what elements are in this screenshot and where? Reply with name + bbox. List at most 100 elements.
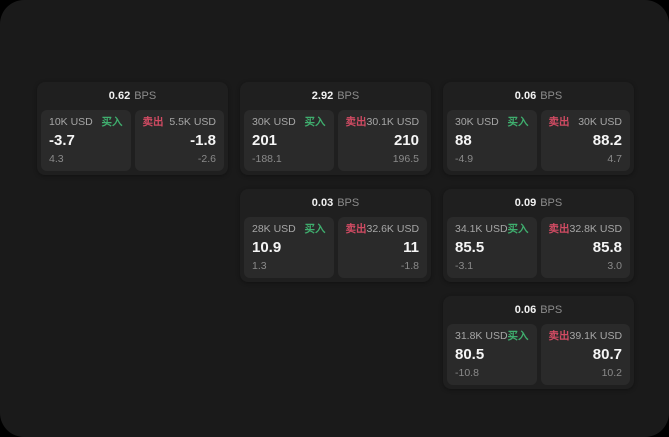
buy-quote-cell[interactable]: 30K USD 买入 88 -4.9 <box>447 110 537 171</box>
bps-unit-label: BPS <box>337 89 360 102</box>
sell-amount: 30K USD <box>578 116 622 128</box>
buy-amount: 31.8K USD <box>455 330 508 342</box>
card-header: 0.06 BPS <box>443 296 634 324</box>
sell-amount: 32.8K USD <box>569 223 623 235</box>
buy-quote-cell[interactable]: 10K USD 买入 -3.7 4.3 <box>41 110 131 171</box>
quote-card: 0.06 BPS 30K USD 买入 88 -4.9 卖出 30K USD 8… <box>443 82 634 175</box>
sell-quote-cell[interactable]: 卖出 39.1K USD 80.7 10.2 <box>540 324 630 385</box>
quote-cells: 30K USD 买入 88 -4.9 卖出 30K USD 88.2 4.7 <box>443 110 634 171</box>
sell-price: 85.8 <box>592 239 622 256</box>
sell-label: 卖出 <box>142 116 164 128</box>
buy-label: 买入 <box>507 116 529 128</box>
buy-quote-cell[interactable]: 34.1K USD 买入 85.5 -3.1 <box>447 217 537 278</box>
quote-cells: 34.1K USD 买入 85.5 -3.1 卖出 32.8K USD 85.8… <box>443 217 634 278</box>
sell-label: 卖出 <box>345 116 367 128</box>
buy-cell-top: 34.1K USD 买入 <box>455 224 529 235</box>
card-header: 2.92 BPS <box>240 82 431 110</box>
card-header: 0.06 BPS <box>443 82 634 110</box>
quote-card: 0.06 BPS 31.8K USD 买入 80.5 -10.8 卖出 39.1… <box>443 296 634 389</box>
bps-unit-label: BPS <box>540 196 563 209</box>
bps-value: 0.09 <box>514 196 537 209</box>
buy-sub-value: -188.1 <box>252 152 282 165</box>
buy-label: 买入 <box>507 330 529 342</box>
quote-card: 0.62 BPS 10K USD 买入 -3.7 4.3 卖出 5.5K USD… <box>37 82 228 175</box>
sell-price: -1.8 <box>190 132 216 149</box>
bps-value: 0.62 <box>108 89 131 102</box>
sell-price: 11 <box>403 239 419 256</box>
card-header: 0.03 BPS <box>240 189 431 217</box>
quote-card: 2.92 BPS 30K USD 买入 201 -188.1 卖出 30.1K … <box>240 82 431 175</box>
sell-quote-cell[interactable]: 卖出 5.5K USD -1.8 -2.6 <box>134 110 224 171</box>
card-header: 0.62 BPS <box>37 82 228 110</box>
sell-amount: 5.5K USD <box>169 116 216 128</box>
bps-unit-label: BPS <box>540 89 563 102</box>
buy-label: 买入 <box>101 116 123 128</box>
sell-cell-top: 卖出 30K USD <box>549 117 623 128</box>
buy-cell-top: 30K USD 买入 <box>252 117 326 128</box>
bps-value: 2.92 <box>311 89 334 102</box>
sell-label: 卖出 <box>345 223 367 235</box>
sell-label: 卖出 <box>548 223 570 235</box>
buy-quote-cell[interactable]: 31.8K USD 买入 80.5 -10.8 <box>447 324 537 385</box>
sell-sub-value: 3.0 <box>607 259 622 272</box>
buy-label: 买入 <box>507 223 529 235</box>
buy-amount: 34.1K USD <box>455 223 508 235</box>
sell-sub-value: 196.5 <box>392 152 419 165</box>
buy-quote-cell[interactable]: 30K USD 买入 201 -188.1 <box>244 110 334 171</box>
buy-price: 201 <box>252 132 278 149</box>
bps-unit-label: BPS <box>540 303 563 316</box>
buy-price: 88 <box>455 132 472 149</box>
quote-cells: 30K USD 买入 201 -188.1 卖出 30.1K USD 210 1… <box>240 110 431 171</box>
sell-quote-cell[interactable]: 卖出 32.8K USD 85.8 3.0 <box>540 217 630 278</box>
card-header: 0.09 BPS <box>443 189 634 217</box>
buy-cell-top: 30K USD 买入 <box>455 117 529 128</box>
bps-unit-label: BPS <box>337 196 360 209</box>
buy-amount: 10K USD <box>49 116 93 128</box>
sell-amount: 39.1K USD <box>569 330 623 342</box>
quote-card: 0.09 BPS 34.1K USD 买入 85.5 -3.1 卖出 32.8K… <box>443 189 634 282</box>
buy-label: 买入 <box>304 116 326 128</box>
sell-cell-top: 卖出 32.8K USD <box>549 224 623 235</box>
buy-amount: 30K USD <box>455 116 499 128</box>
sell-label: 卖出 <box>548 330 570 342</box>
sell-cell-top: 卖出 30.1K USD <box>346 117 420 128</box>
bps-value: 0.03 <box>311 196 334 209</box>
sell-sub-value: -2.6 <box>197 152 216 165</box>
sell-price: 88.2 <box>592 132 622 149</box>
sell-sub-value: -1.8 <box>400 259 419 272</box>
buy-sub-value: 4.3 <box>49 152 64 165</box>
sell-cell-top: 卖出 32.6K USD <box>346 224 420 235</box>
sell-quote-cell[interactable]: 卖出 30K USD 88.2 4.7 <box>540 110 630 171</box>
buy-sub-value: 1.3 <box>252 259 267 272</box>
bps-value: 0.06 <box>514 303 537 316</box>
quote-cells: 10K USD 买入 -3.7 4.3 卖出 5.5K USD -1.8 -2.… <box>37 110 228 171</box>
buy-price: -3.7 <box>49 132 75 149</box>
sell-sub-value: 10.2 <box>601 366 622 379</box>
bps-value: 0.06 <box>514 89 537 102</box>
sell-price: 80.7 <box>592 346 622 363</box>
quote-cells: 28K USD 买入 10.9 1.3 卖出 32.6K USD 11 -1.8 <box>240 217 431 278</box>
buy-sub-value: -3.1 <box>455 259 474 272</box>
sell-amount: 30.1K USD <box>366 116 420 128</box>
buy-price: 85.5 <box>455 239 485 256</box>
buy-amount: 28K USD <box>252 223 296 235</box>
buy-cell-top: 31.8K USD 买入 <box>455 331 529 342</box>
sell-price: 210 <box>393 132 419 149</box>
bps-unit-label: BPS <box>134 89 157 102</box>
buy-quote-cell[interactable]: 28K USD 买入 10.9 1.3 <box>244 217 334 278</box>
buy-cell-top: 28K USD 买入 <box>252 224 326 235</box>
buy-amount: 30K USD <box>252 116 296 128</box>
sell-cell-top: 卖出 5.5K USD <box>143 117 217 128</box>
buy-sub-value: -4.9 <box>455 152 474 165</box>
buy-sub-value: -10.8 <box>455 366 479 379</box>
quote-cells: 31.8K USD 买入 80.5 -10.8 卖出 39.1K USD 80.… <box>443 324 634 385</box>
quote-card: 0.03 BPS 28K USD 买入 10.9 1.3 卖出 32.6K US… <box>240 189 431 282</box>
sell-quote-cell[interactable]: 卖出 30.1K USD 210 196.5 <box>337 110 427 171</box>
sell-quote-cell[interactable]: 卖出 32.6K USD 11 -1.8 <box>337 217 427 278</box>
buy-price: 10.9 <box>252 239 282 256</box>
sell-cell-top: 卖出 39.1K USD <box>549 331 623 342</box>
sell-sub-value: 4.7 <box>607 152 622 165</box>
buy-price: 80.5 <box>455 346 485 363</box>
sell-amount: 32.6K USD <box>366 223 420 235</box>
